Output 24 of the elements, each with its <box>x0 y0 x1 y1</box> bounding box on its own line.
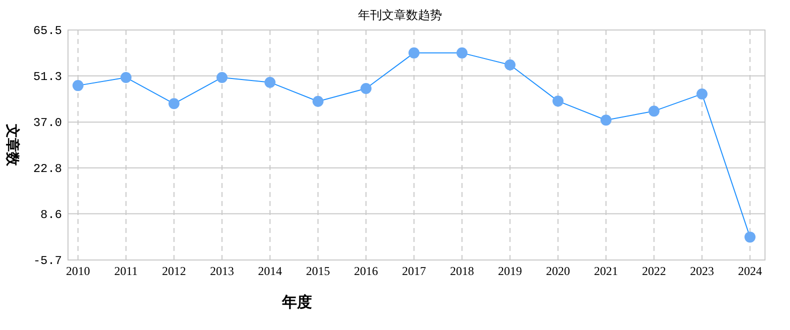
y-tick-label: 65.5 <box>33 24 62 38</box>
y-tick-label: 22.8 <box>33 162 62 176</box>
y-axis-title: 文章数 <box>4 123 21 167</box>
x-tick-label: 2023 <box>690 264 714 278</box>
chart-title: 年刊文章数趋势 <box>358 8 442 22</box>
x-tick-label: 2010 <box>66 264 90 278</box>
y-tick-label: 8.6 <box>40 208 62 222</box>
x-tick-label: 2021 <box>594 264 618 278</box>
x-tick-label: 2015 <box>306 264 330 278</box>
y-tick-label: 37.0 <box>33 116 62 130</box>
x-tick-label: 2013 <box>210 264 234 278</box>
x-tick-label: 2019 <box>498 264 522 278</box>
y-tick-label: -5.7 <box>33 254 62 268</box>
x-tick-label: 2014 <box>258 264 282 278</box>
x-tick-label: 2012 <box>162 264 186 278</box>
x-tick-label: 2016 <box>354 264 378 278</box>
x-tick-label: 2011 <box>114 264 138 278</box>
x-tick-label: 2018 <box>450 264 474 278</box>
x-tick-label: 2017 <box>402 264 426 278</box>
x-tick-label: 2020 <box>546 264 570 278</box>
x-tick-label: 2022 <box>642 264 666 278</box>
x-tick-label: 2024 <box>738 264 762 278</box>
y-tick-label: 51.3 <box>33 70 62 84</box>
x-axis-title: 年度 <box>281 293 312 311</box>
